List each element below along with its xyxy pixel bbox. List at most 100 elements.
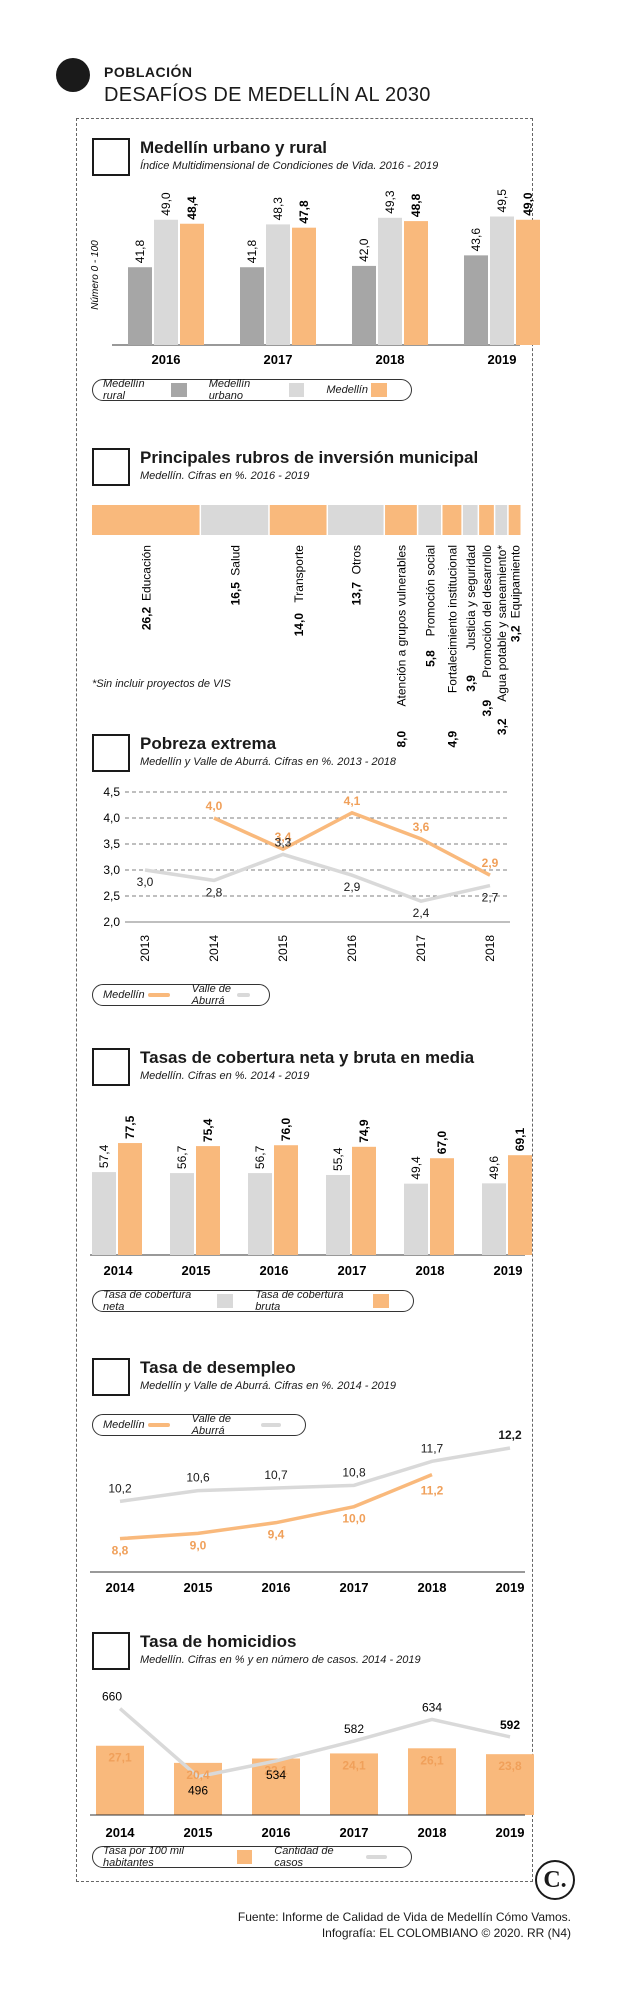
data-label: 77,5 <box>123 1115 137 1139</box>
urbano-rural-subtitle: Índice Multidimensional de Condiciones d… <box>140 160 439 172</box>
bar <box>154 219 178 345</box>
data-label: 49,0 <box>159 192 173 216</box>
data-label: 3,3 <box>275 835 292 849</box>
data-label: 534 <box>266 1768 286 1782</box>
data-label: 56,7 <box>175 1145 189 1169</box>
legend-homicidios: Tasa por 100 mil habitantes Cantidad de … <box>92 1845 412 1869</box>
page-title: DESAFÍOS DE MEDELLÍN AL 2030 <box>104 84 431 106</box>
tick-label: 2016 <box>262 1825 291 1840</box>
data-label: 55,4 <box>331 1147 345 1171</box>
bar <box>404 1183 428 1255</box>
tick-label: 2017 <box>340 1825 369 1840</box>
segment <box>495 505 508 535</box>
population-icon <box>56 58 90 92</box>
bar <box>408 1748 456 1815</box>
legend-item-medellin: Medellín <box>326 383 393 397</box>
segment <box>462 505 478 535</box>
data-label: 10,8 <box>342 1465 366 1479</box>
data-label: 43,6 <box>469 228 483 252</box>
bar <box>252 1758 300 1815</box>
category-label: Promoción social <box>423 545 437 636</box>
data-label: 76,0 <box>279 1118 293 1142</box>
homicidios-title: Tasa de homicidios <box>140 1632 297 1651</box>
segment <box>328 505 384 535</box>
segment <box>385 505 417 535</box>
map-icon <box>92 138 130 176</box>
data-label: 3,9 <box>464 675 478 692</box>
data-label: 4,9 <box>446 730 460 747</box>
content-frame <box>76 118 533 1882</box>
y-axis-label: Número 0 - 100 <box>90 240 101 310</box>
data-label: 8,8 <box>112 1544 129 1558</box>
bar <box>516 219 540 345</box>
source-note: Fuente: Informe de Calidad de Vida de Me… <box>237 1910 571 1924</box>
segment <box>269 505 327 535</box>
data-label: 57,4 <box>97 1144 111 1168</box>
data-label: 10,2 <box>108 1481 132 1495</box>
data-label: 23,8 <box>498 1759 522 1773</box>
data-label: 660 <box>102 1690 122 1704</box>
student-icon <box>92 1048 130 1086</box>
bar <box>196 1146 220 1255</box>
data-label: 42,0 <box>357 238 371 262</box>
data-label: 3,2 <box>495 718 509 735</box>
tick-label: 2019 <box>496 1580 525 1595</box>
category-label: Salud <box>228 545 242 576</box>
series-line <box>119 1446 511 1504</box>
data-label: 11,2 <box>421 1484 444 1498</box>
bar <box>170 1173 194 1255</box>
segment <box>479 505 494 535</box>
data-label: 41,8 <box>245 240 259 264</box>
data-label: 10,0 <box>342 1512 366 1526</box>
legend-item-medellin: Medellín <box>103 989 176 1001</box>
data-label: 69,1 <box>513 1128 527 1152</box>
bar <box>240 267 264 345</box>
bar <box>352 1146 376 1255</box>
tick-label: 3,5 <box>103 837 120 851</box>
bar <box>174 1762 222 1815</box>
legend-desempleo: Medellín Valle de Aburrá <box>92 1413 306 1437</box>
segment <box>92 505 200 535</box>
category-label: Agua potable y saneamiento* <box>495 545 509 702</box>
legend-item-tasa: Tasa por 100 mil habitantes <box>103 1845 258 1869</box>
tick-label: 2018 <box>416 1263 445 1278</box>
data-label: 4,0 <box>206 799 223 813</box>
data-label: 49,6 <box>487 1156 501 1180</box>
tick-label: 2,5 <box>103 889 120 903</box>
tick-label: 2017 <box>338 1263 367 1278</box>
data-label: 582 <box>344 1722 364 1736</box>
inversion-subtitle: Medellín. Cifras en %. 2016 - 2019 <box>140 470 310 482</box>
data-label: 26,2 <box>140 606 154 630</box>
bar <box>180 223 204 345</box>
bar <box>404 221 428 345</box>
data-label: 22,1 <box>264 1764 288 1778</box>
tick-label: 2018 <box>483 935 497 962</box>
podium-icon <box>92 1358 130 1396</box>
money-icon <box>92 448 130 486</box>
data-label: 2,7 <box>482 891 499 905</box>
bar <box>378 217 402 345</box>
pobreza-subtitle: Medellín y Valle de Aburrá. Cifras en %.… <box>140 756 396 768</box>
pobreza-title: Pobreza extrema <box>140 734 277 753</box>
bar <box>490 216 514 345</box>
legend-cobertura: Tasa de cobertura neta Tasa de cobertura… <box>92 1289 414 1313</box>
data-label: 27,1 <box>108 1751 132 1765</box>
data-label: 48,4 <box>185 196 199 220</box>
legend-pobreza: Medellín Valle de Aburrá <box>92 983 270 1007</box>
series-line <box>118 1707 511 1779</box>
segment <box>442 505 462 535</box>
data-label: 634 <box>422 1700 442 1714</box>
bar <box>274 1145 298 1255</box>
data-label: 12,2 <box>498 1428 522 1442</box>
legend-urbano-rural: Medellín rural Medellín urbano Medellín <box>92 378 412 402</box>
data-label: 20,4 <box>186 1768 210 1782</box>
tick-label: 2018 <box>418 1580 447 1595</box>
desempleo-title: Tasa de desempleo <box>140 1358 296 1377</box>
bar <box>128 267 152 345</box>
tick-label: 2014 <box>207 935 221 962</box>
tick-label: 2017 <box>340 1580 369 1595</box>
tick-label: 2016 <box>260 1263 289 1278</box>
legend-item-rural: Medellín rural <box>103 378 193 402</box>
tick-label: 2019 <box>496 1825 525 1840</box>
data-label: 3,9 <box>480 699 494 716</box>
